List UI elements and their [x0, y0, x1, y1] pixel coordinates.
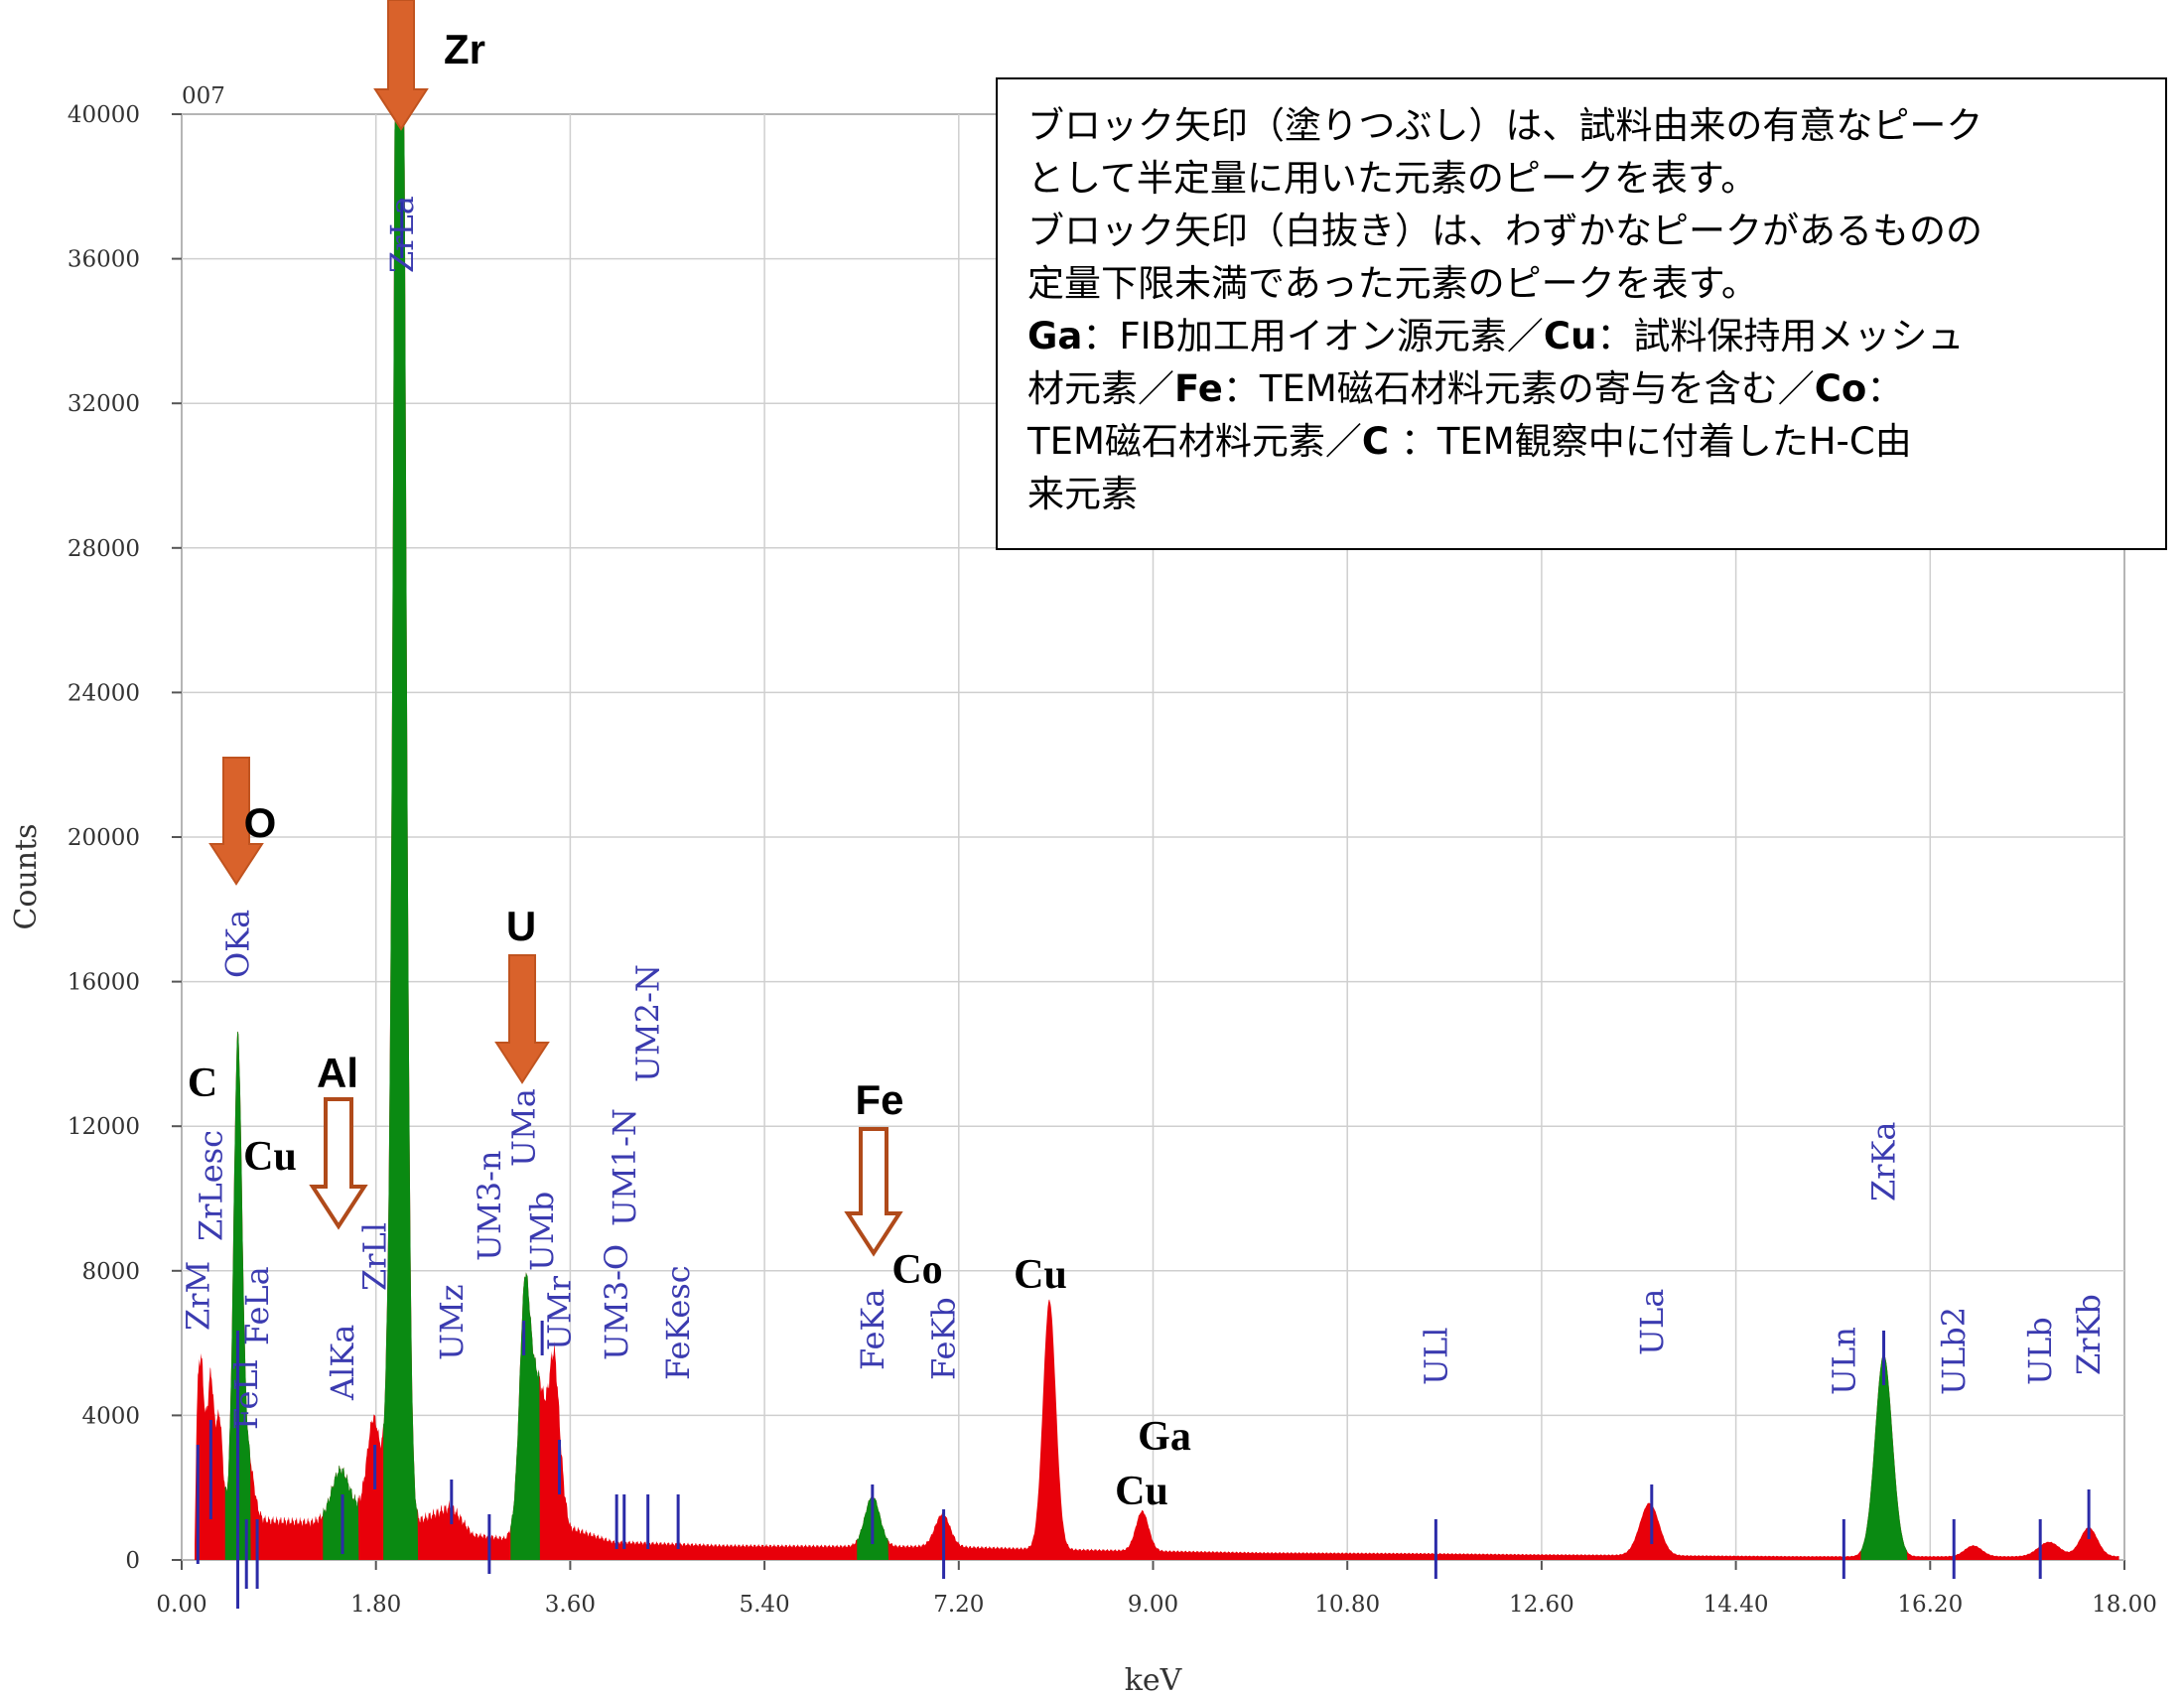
element-label-al: Al — [317, 1050, 358, 1096]
hollow-block-arrow — [844, 1127, 903, 1257]
note-text: ：TEM磁石材料元素の寄与を含む／ — [1222, 367, 1815, 410]
note-text: ： — [1866, 367, 1904, 410]
element-label-cu: Cu — [1115, 1469, 1168, 1514]
x-tick-label: 14.40 — [1704, 1592, 1769, 1618]
note-text: 来元素 — [1027, 473, 1138, 515]
peak-marker-label: ZrKb — [2070, 1294, 2108, 1375]
legend-note-box: ブロック矢印（塗りつぶし）は、試料由来の有意なピーク として半定量に用いた元素のピ… — [996, 77, 2167, 550]
peak-marker-label: UM2-N — [629, 964, 667, 1082]
peak-marker-label: AlKa — [324, 1325, 361, 1401]
note-line: TEM磁石材料元素／C ：TEM観察中に付着したH-C由 — [1027, 415, 2135, 468]
filled-block-arrow — [208, 757, 264, 886]
hollow-block-arrow — [309, 1097, 368, 1230]
y-tick-label: 8000 — [81, 1259, 140, 1285]
note-text: ：試料保持用メッシュ — [1596, 315, 1965, 357]
note-text: 材元素／ — [1027, 367, 1174, 410]
peak-marker-label: FeLl — [227, 1359, 265, 1430]
x-tick-label: 5.40 — [739, 1592, 789, 1618]
element-label-co: Co — [891, 1247, 942, 1293]
element-label-ga: Ga — [1138, 1414, 1191, 1460]
peak-marker-label: UM3-O — [598, 1244, 635, 1360]
peak-marker-label: UMa — [505, 1088, 543, 1167]
peak-marker-label: ZrM — [179, 1261, 216, 1331]
note-line: 来元素 — [1027, 468, 2135, 520]
element-label-zr: Zr — [444, 26, 485, 72]
x-tick-label: 1.80 — [350, 1592, 401, 1618]
note-element-symbol: C — [1361, 420, 1390, 463]
peak-marker-label: FeLa — [238, 1266, 276, 1345]
y-tick-label: 24000 — [68, 680, 140, 706]
peak-marker-label: ULa — [1633, 1289, 1671, 1355]
x-tick-label: 7.20 — [933, 1592, 984, 1618]
x-tick-label: 0.00 — [156, 1592, 206, 1618]
peak-marker-label: FeKesc — [659, 1265, 697, 1380]
element-label-fe: Fe — [855, 1076, 903, 1123]
element-label-u: U — [506, 903, 536, 949]
peak-marker-label: ZrLa — [383, 196, 421, 273]
x-tick-label: 10.80 — [1314, 1592, 1380, 1618]
peak-marker-label: ULn — [1825, 1327, 1862, 1395]
note-line: ブロック矢印（白抜き）は、わずかなピークがあるものの — [1027, 205, 2135, 257]
peak-marker-label: FeKb — [925, 1297, 963, 1380]
peak-marker-label: ULb2 — [1935, 1307, 1973, 1395]
y-tick-label: 0 — [125, 1548, 140, 1574]
note-line: 定量下限未満であった元素のピークを表す。 — [1027, 257, 2135, 310]
y-tick-label: 16000 — [68, 970, 140, 996]
y-tick-label: 36000 — [68, 247, 140, 273]
note-text: ブロック矢印（塗りつぶし）は、試料由来の有意なピーク — [1027, 104, 1983, 147]
x-axis-label: keV — [1125, 1663, 1183, 1695]
note-line: Ga：FIB加工用イオン源元素／Cu：試料保持用メッシュ — [1027, 310, 2135, 362]
note-line: として半定量に用いた元素のピークを表す。 — [1027, 152, 2135, 205]
note-text: ：TEM観察中に付着したH-C由 — [1389, 420, 1912, 463]
note-element-symbol: Co — [1814, 367, 1867, 410]
peak-marker-label: UMr — [541, 1275, 579, 1350]
filled-block-arrow — [494, 954, 550, 1084]
chart-title: 007 — [182, 83, 225, 109]
note-text: ブロック矢印（白抜き）は、わずかなピークがあるものの — [1027, 210, 1982, 252]
note-text: 定量下限未満であった元素のピークを表す。 — [1027, 262, 1758, 305]
note-line: ブロック矢印（塗りつぶし）は、試料由来の有意なピーク — [1027, 99, 2135, 152]
x-tick-label: 9.00 — [1128, 1592, 1178, 1618]
element-label-o: O — [244, 799, 277, 846]
peak-marker-label: UMb — [523, 1192, 561, 1271]
element-label-c: C — [188, 1060, 217, 1106]
peak-marker-label: ULb — [2021, 1317, 2059, 1385]
peak-marker-label: ZrLl — [356, 1222, 394, 1291]
element-label-cu: Cu — [243, 1134, 297, 1180]
note-text: ：FIB加工用イオン源元素／ — [1082, 315, 1544, 357]
y-tick-label: 40000 — [68, 102, 140, 128]
y-axis-label: Counts — [9, 823, 44, 929]
peak-marker-label: UMz — [433, 1284, 471, 1360]
peak-marker-label: UM1-N — [606, 1108, 643, 1226]
element-label-cu: Cu — [1014, 1252, 1067, 1298]
spectrum-green-area — [224, 114, 1908, 1560]
peak-marker-label: ZrLesc — [192, 1130, 229, 1241]
note-text: TEM磁石材料元素／ — [1027, 420, 1362, 463]
x-tick-label: 16.20 — [1897, 1592, 1963, 1618]
y-tick-label: 20000 — [68, 825, 140, 851]
y-tick-label: 4000 — [81, 1403, 140, 1429]
note-line: 材元素／Fe：TEM磁石材料元素の寄与を含む／Co： — [1027, 362, 2135, 415]
y-tick-label: 32000 — [68, 391, 140, 417]
y-tick-label: 28000 — [68, 536, 140, 562]
peak-marker-label: ZrKa — [1865, 1121, 1903, 1201]
filled-block-arrow — [373, 0, 429, 131]
peak-marker-label: FeKa — [854, 1289, 891, 1370]
note-element-symbol: Fe — [1174, 367, 1223, 410]
peak-marker-label: OKa — [219, 910, 257, 978]
note-text: として半定量に用いた元素のピークを表す。 — [1027, 157, 1758, 200]
peak-marker-label: ULl — [1417, 1328, 1454, 1385]
x-tick-label: 3.60 — [545, 1592, 596, 1618]
x-tick-label: 12.60 — [1509, 1592, 1574, 1618]
x-tick-label: 18.00 — [2092, 1592, 2157, 1618]
peak-marker-label: UM3-n — [471, 1150, 508, 1261]
note-element-symbol: Ga — [1027, 315, 1083, 357]
note-element-symbol: Cu — [1543, 315, 1597, 357]
y-tick-label: 12000 — [68, 1114, 140, 1140]
